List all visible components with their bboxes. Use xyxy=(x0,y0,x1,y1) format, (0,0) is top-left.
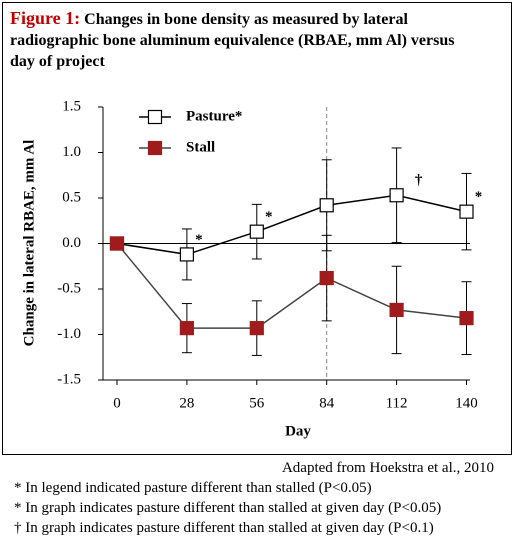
series-line xyxy=(116,243,467,329)
x-tick-label: 56 xyxy=(249,395,265,411)
y-tick-label: 1.0 xyxy=(62,144,81,160)
y-tick-label: 1.5 xyxy=(62,98,81,114)
figure-title: Figure 1: Changes in bone density as mea… xyxy=(10,8,480,72)
legend-marker xyxy=(147,109,163,125)
x-tick-label: 0 xyxy=(113,395,121,411)
annotation: * xyxy=(265,209,273,225)
legend-label: Stall xyxy=(186,139,215,155)
marker xyxy=(459,204,474,219)
title-text: Changes in bone density as measured by l… xyxy=(10,11,455,70)
marker xyxy=(459,311,474,326)
y-tick-label: -0.5 xyxy=(57,280,81,296)
marker xyxy=(389,302,404,318)
y-axis-label: Change in lateral RBAE, mm Al xyxy=(21,140,37,347)
figure-frame xyxy=(2,2,512,455)
x-tick-label: 140 xyxy=(455,395,478,411)
marker xyxy=(109,236,125,251)
y-tick-label: -1.0 xyxy=(57,326,81,342)
marker xyxy=(179,247,194,262)
legend-marker xyxy=(147,140,163,156)
annotation: * xyxy=(475,189,483,205)
x-tick-label: 112 xyxy=(386,395,408,411)
marker xyxy=(319,270,334,286)
marker xyxy=(249,224,264,239)
marker xyxy=(389,188,404,203)
marker xyxy=(179,321,194,336)
legend-label: Pasture* xyxy=(186,108,242,124)
x-tick-label: 84 xyxy=(319,395,335,411)
annotation: * xyxy=(195,232,203,248)
figure-label: Figure 1: xyxy=(10,8,81,28)
y-tick-label: 0.0 xyxy=(62,235,81,251)
y-tick-label: 0.5 xyxy=(62,189,81,205)
footnote: * In graph indicates pasture different t… xyxy=(14,500,442,516)
annotation: † xyxy=(415,173,423,189)
x-axis-label: Day xyxy=(285,423,311,439)
x-tick-label: 28 xyxy=(179,395,194,411)
marker xyxy=(319,198,334,213)
y-tick-label: -1.5 xyxy=(57,371,81,387)
marker xyxy=(249,321,264,336)
footnote: † In graph indicates pasture different t… xyxy=(14,520,434,536)
footnote: * In legend indicated pasture different … xyxy=(14,480,372,496)
series-line xyxy=(116,194,467,256)
source: Adapted from Hoekstra et al., 2010 xyxy=(281,460,494,476)
